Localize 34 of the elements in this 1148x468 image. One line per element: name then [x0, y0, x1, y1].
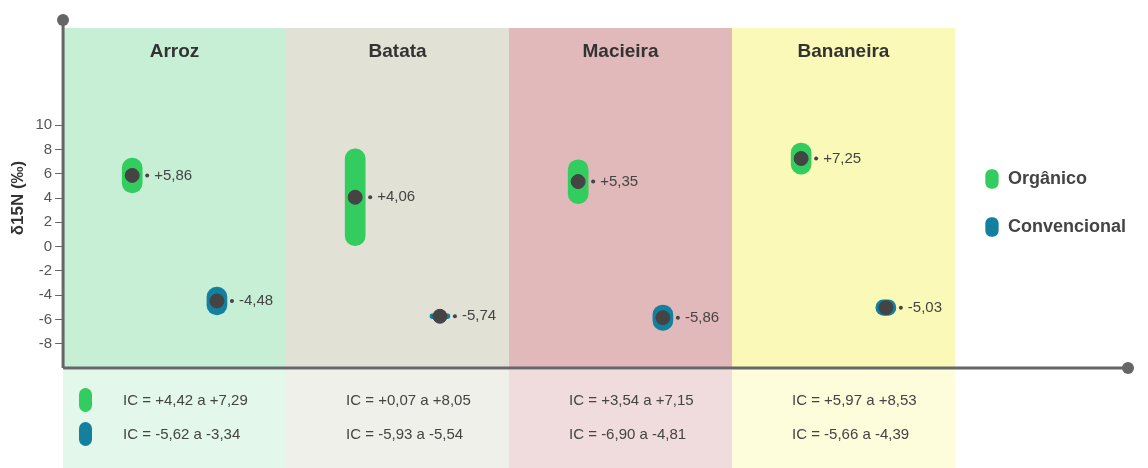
- text: IC = -5,93 a -5,54: [346, 425, 464, 442]
- data-label: -5,74: [461, 306, 497, 324]
- y-tick-label: 8: [43, 139, 53, 157]
- bar: [344, 148, 366, 247]
- text: IC = -5,66 a -4,39: [792, 425, 910, 442]
- x-tick-label: Arroz: [149, 40, 200, 62]
- y-tick-label: 2: [43, 212, 53, 230]
- text: IC = +4,42 a +7,29: [123, 391, 248, 408]
- y-tick-label: -6: [38, 309, 53, 327]
- data-label: +5,86: [154, 165, 193, 183]
- text: IC = +0,07 a +8,05: [346, 391, 471, 408]
- y-tick-label: 0: [43, 236, 53, 254]
- y-tick-label: -8: [38, 333, 53, 351]
- data-label: -5,03: [907, 297, 943, 315]
- y-tick-label: -4: [38, 285, 53, 303]
- y-tick-label: 6: [43, 163, 53, 181]
- text: IC = +3,54 a +7,15: [569, 391, 694, 408]
- y-tick-label: 10: [35, 115, 53, 133]
- data-label: -5,86: [684, 307, 720, 325]
- x-tick-label: Bananeira: [797, 40, 890, 62]
- text: IC = -6,90 a -4,81: [569, 425, 687, 442]
- data-label: +5,35: [600, 171, 639, 189]
- y-axis-title: δ15N (‰): [7, 160, 27, 236]
- legend-label: Convencional: [1007, 215, 1127, 236]
- y-tick-label: -2: [38, 261, 53, 278]
- x-tick-label: Batata: [368, 40, 428, 62]
- text: IC = +5,97 a +8,53: [792, 391, 917, 408]
- data-label: +4,06: [377, 187, 416, 205]
- x-tick-label: Macieira: [582, 40, 659, 62]
- text: IC = -5,62 a -3,34: [123, 425, 241, 442]
- data-label: +7,25: [823, 148, 862, 166]
- y-tick-label: 4: [43, 188, 53, 206]
- legend-label: Orgânico: [1007, 167, 1087, 188]
- data-label: -4,48: [238, 291, 274, 309]
